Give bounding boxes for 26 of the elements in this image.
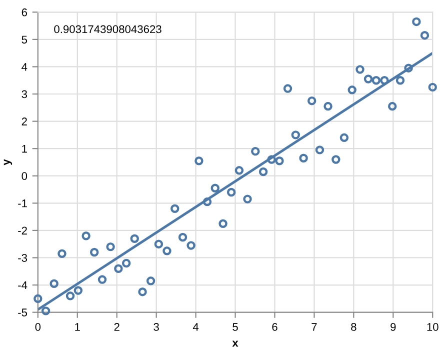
annotation: 0.9031743908043623 — [54, 25, 162, 34]
y-tick-label: -4 — [18, 281, 28, 290]
y-tick-label: 5 — [22, 36, 28, 44]
y-tick-label: -5 — [18, 308, 28, 316]
x-axis-title: x — [232, 340, 238, 347]
x-tick-label: 8 — [351, 323, 356, 331]
x-tick-label: 5 — [232, 323, 238, 331]
x-tick-label: 0 — [35, 323, 41, 331]
x-tick-label: 9 — [390, 323, 396, 331]
y-tick-label: 6 — [22, 8, 28, 16]
y-tick-label: 2 — [22, 118, 27, 126]
x-tick-label: 4 — [192, 323, 199, 331]
x-tick-label: 7 — [312, 323, 317, 331]
y-axis-title: y — [4, 159, 12, 166]
x-tick-label: 3 — [154, 323, 159, 331]
y-tick-label: -1 — [18, 200, 27, 208]
y-tick-label: 3 — [22, 90, 28, 98]
y-tick-label: -2 — [18, 226, 27, 234]
x-tick-label: 6 — [272, 323, 278, 331]
y-tick-label: 0 — [22, 172, 28, 180]
x-tick-label: 2 — [114, 323, 120, 331]
y-tick-label: 1 — [22, 144, 27, 153]
y-tick-label: 4 — [22, 63, 28, 71]
y-tick-label: -3 — [18, 254, 28, 262]
x-tick-label: 1 — [75, 323, 80, 331]
x-tick-label: 10 — [427, 323, 438, 331]
